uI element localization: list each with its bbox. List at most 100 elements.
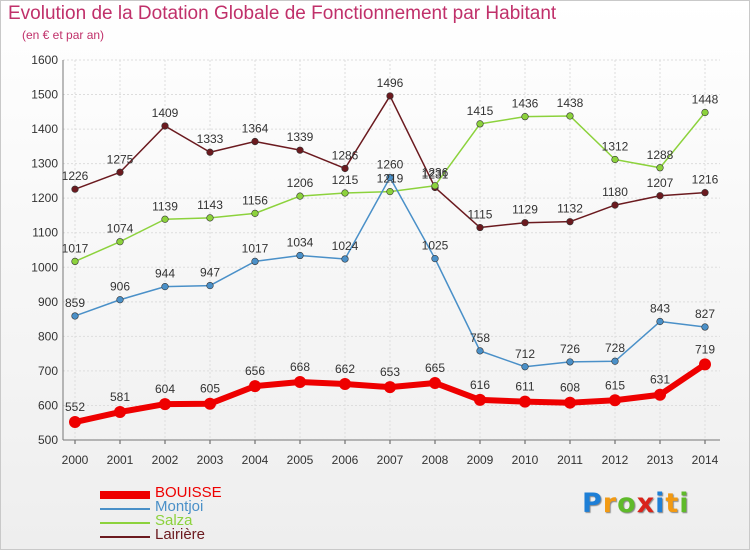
data-label-lairire-2005: 1339 <box>287 130 314 144</box>
x-tick-2006: 2006 <box>332 453 359 467</box>
x-tick-2000: 2000 <box>62 453 89 467</box>
y-tick-1400: 1400 <box>31 122 58 136</box>
point-salza-2010 <box>521 113 529 121</box>
proxiti-logo: Proxiti <box>582 488 690 519</box>
point-salza-2002 <box>161 215 169 223</box>
data-label-lairire-2001: 1275 <box>107 152 134 166</box>
point-lairire-2006 <box>341 164 349 173</box>
axes <box>62 60 720 444</box>
data-label-salza-2014: 1448 <box>692 93 719 107</box>
data-label-bouisse-2011: 608 <box>560 381 580 395</box>
data-label-montjoi-2005: 1034 <box>287 236 314 250</box>
point-lairire-2014 <box>701 189 709 197</box>
data-label-montjoi-2009: 758 <box>470 331 490 345</box>
data-label-salza-2001: 1074 <box>107 222 134 236</box>
point-lairire-2001 <box>116 168 124 176</box>
data-label-salza-2006: 1215 <box>332 173 359 187</box>
data-label-bouisse-2000: 552 <box>65 400 85 414</box>
point-bouisse-2003 <box>204 397 216 410</box>
logo-letter: P <box>582 488 603 519</box>
y-tick-labels: 500 600 700 800 900 1000 1100 1200 1300 1400 1500 1… <box>31 53 58 447</box>
point-bouisse-2000 <box>69 416 81 429</box>
data-label-bouisse-2012: 615 <box>605 378 625 392</box>
data-label-salza-2003: 1143 <box>197 198 223 212</box>
point-montjoi-2012 <box>611 357 619 365</box>
data-label-bouisse-2007: 653 <box>380 365 400 379</box>
y-tick-1500: 1500 <box>31 88 58 102</box>
point-lairire-2009 <box>476 223 484 232</box>
point-bouisse-2014 <box>699 358 711 371</box>
data-label-salza-2005: 1206 <box>287 176 314 190</box>
data-label-lairire-2004: 1364 <box>242 122 269 136</box>
point-salza-2009 <box>476 120 484 128</box>
y-tick-1200: 1200 <box>31 191 58 205</box>
data-label-montjoi-2007: 1260 <box>377 157 404 171</box>
x-tick-2007: 2007 <box>377 453 404 467</box>
legend-swatch-bouisse <box>100 491 150 499</box>
series-lines <box>69 92 711 429</box>
point-montjoi-2014 <box>701 323 709 331</box>
point-montjoi-2000 <box>71 312 79 320</box>
point-salza-2003 <box>206 214 214 222</box>
point-lairire-2005 <box>296 146 304 154</box>
data-label-salza-2010: 1436 <box>512 97 539 111</box>
data-label-bouisse-2013: 631 <box>650 373 670 387</box>
point-bouisse-2013 <box>654 388 666 401</box>
point-montjoi-2001 <box>116 296 124 304</box>
legend-label-montjoi: Montjoi <box>155 498 204 515</box>
chart-subtitle: (en € et par an) <box>22 28 105 42</box>
legend-swatch-montjoi <box>100 508 150 510</box>
point-bouisse-2005 <box>294 375 306 388</box>
y-tick-1100: 1100 <box>32 226 58 240</box>
point-bouisse-2007 <box>384 381 396 394</box>
point-salza-2007 <box>386 188 394 196</box>
point-lairire-2010 <box>521 219 529 227</box>
data-label-montjoi-2008: 1025 <box>422 239 449 253</box>
point-lairire-2002 <box>161 122 169 130</box>
x-tick-2002: 2002 <box>152 453 179 467</box>
data-label-bouisse-2001: 581 <box>110 390 130 404</box>
data-label-bouisse-2008: 665 <box>425 361 445 375</box>
point-bouisse-2011 <box>564 396 576 409</box>
data-labels: 1226 1275 1409 1333 1364 1339 1286 1496 1231 1115… <box>62 76 719 414</box>
point-salza-2013 <box>656 164 664 172</box>
point-salza-2004 <box>251 209 259 217</box>
point-lairire-2000 <box>71 185 79 193</box>
logo-letter: o <box>617 488 637 519</box>
point-montjoi-2010 <box>521 363 529 371</box>
data-label-lairire-2007: 1496 <box>377 76 404 90</box>
legend-label-salza: Salza <box>155 512 193 529</box>
point-lairire-2004 <box>251 137 259 146</box>
y-tick-1000: 1000 <box>31 260 58 274</box>
data-label-salza-2011: 1438 <box>557 96 584 110</box>
legend-label-bouisse: BOUISSE <box>155 484 222 501</box>
logo-letter: t <box>665 488 680 519</box>
data-label-montjoi-2006: 1024 <box>332 239 359 253</box>
legend-item-montjoi: Montjoi <box>100 498 300 517</box>
data-label-salza-2004: 1156 <box>242 193 268 207</box>
data-label-lairire-2013: 1207 <box>647 176 674 190</box>
legend-item-lairire: Lairière <box>100 526 300 545</box>
data-label-montjoi-2013: 843 <box>650 302 670 316</box>
point-montjoi-2013 <box>656 317 664 326</box>
data-label-lairire-2011: 1132 <box>557 202 583 216</box>
point-salza-2011 <box>566 112 574 120</box>
data-label-lairire-2000: 1226 <box>62 169 89 183</box>
data-label-bouisse-2005: 668 <box>290 360 310 374</box>
point-montjoi-2006 <box>341 255 349 263</box>
point-bouisse-2002 <box>159 398 171 411</box>
data-label-bouisse-2009: 616 <box>470 378 490 392</box>
data-label-montjoi-2014: 827 <box>695 307 715 321</box>
point-lairire-2013 <box>656 192 664 200</box>
data-label-lairire-2006: 1286 <box>332 148 359 162</box>
point-salza-2008 <box>431 182 439 190</box>
logo-letter: i <box>679 488 690 519</box>
data-label-bouisse-2010: 611 <box>515 380 534 394</box>
data-label-lairire-2009: 1115 <box>468 208 493 222</box>
data-label-salza-2008: 1236 <box>422 166 449 180</box>
grid-lines <box>63 59 720 441</box>
point-montjoi-2005 <box>296 251 304 260</box>
logo-letter: x <box>636 488 656 519</box>
data-label-bouisse-2003: 605 <box>200 382 220 396</box>
